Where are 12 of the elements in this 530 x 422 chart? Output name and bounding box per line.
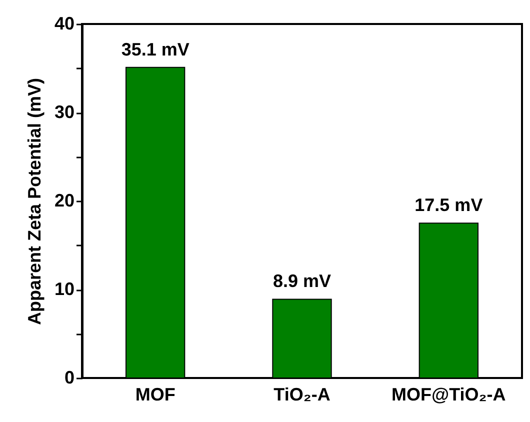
data-label: 17.5 mV [414, 195, 483, 216]
x-tick-label: TiO₂-A [274, 384, 330, 404]
y-tick-label: 20 [54, 190, 74, 210]
x-tick-label: MOF [135, 384, 176, 404]
y-tick-label: 0 [64, 368, 74, 388]
y-tick-label: 10 [54, 279, 74, 299]
data-label: 8.9 mV [272, 271, 332, 292]
y-axis-title: Apparent Zeta Potential (mV) [24, 78, 44, 326]
y-tick-label: 40 [54, 14, 74, 34]
data-label: 35.1 mV [121, 39, 190, 60]
x-tick-label: MOF@TiO₂-A [392, 384, 506, 404]
y-tick-label: 30 [54, 102, 74, 122]
